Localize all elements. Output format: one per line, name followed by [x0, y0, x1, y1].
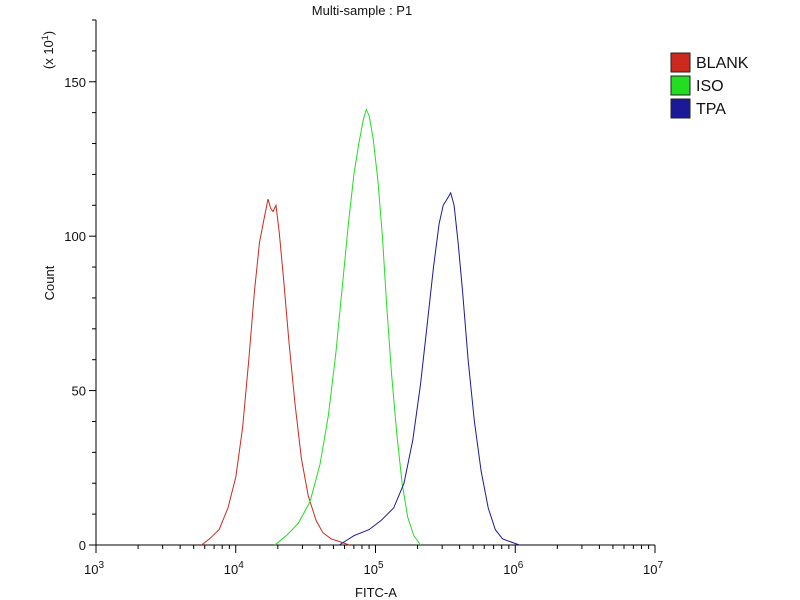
x-tick-label: 103: [84, 560, 104, 577]
y-multiplier-label: (x 101): [40, 31, 56, 69]
y-axis-title: Count: [42, 265, 57, 300]
histogram-series: [201, 108, 520, 546]
legend-swatch-blank: [670, 52, 691, 73]
x-axis-ticks: 103 104 105 106 107: [84, 545, 663, 577]
legend-swatch-iso: [670, 75, 691, 96]
series-iso-line: [274, 108, 421, 546]
legend-label-blank: BLANK: [696, 55, 749, 72]
series-blank-line: [201, 198, 350, 546]
series-tpa-line: [338, 191, 520, 546]
legend: BLANK ISO TPA: [670, 52, 749, 119]
legend-label-tpa: TPA: [696, 101, 726, 118]
legend-swatch-tpa: [670, 98, 691, 119]
x-axis-title: FITC-A: [355, 585, 397, 600]
y-tick-label: 50: [72, 384, 86, 399]
y-tick-label: 0: [79, 538, 86, 553]
y-tick-label: 150: [64, 75, 86, 90]
x-tick-label: 104: [224, 560, 244, 577]
x-tick-label: 107: [643, 560, 663, 577]
legend-label-iso: ISO: [696, 78, 724, 95]
y-axis-ticks: 0 50 100 150: [64, 19, 96, 553]
chart-title: Multi-sample : P1: [312, 3, 412, 18]
x-tick-label: 105: [363, 560, 383, 577]
x-tick-label: 106: [503, 560, 523, 577]
y-tick-label: 100: [64, 229, 86, 244]
